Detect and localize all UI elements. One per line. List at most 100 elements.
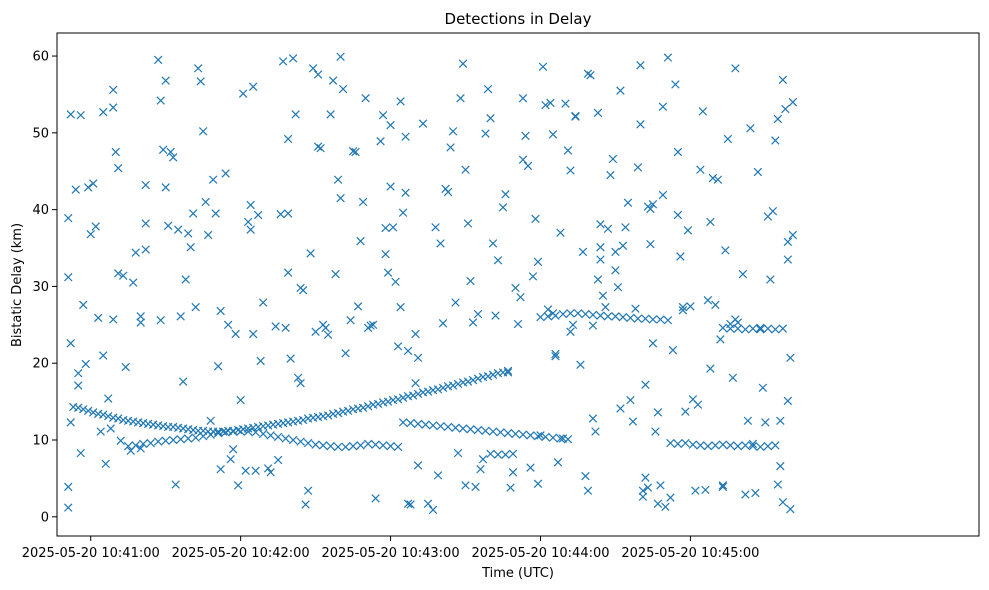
data-point-x-marker bbox=[353, 302, 363, 311]
data-point-x-marker bbox=[731, 64, 740, 73]
data-point-x-marker bbox=[108, 315, 118, 324]
data-point-x-marker bbox=[558, 434, 568, 443]
data-point-x-marker bbox=[771, 325, 780, 334]
data-point-x-marker bbox=[488, 427, 498, 436]
data-point-x-marker bbox=[198, 127, 208, 136]
y-tick-label: 40 bbox=[32, 203, 49, 218]
data-point-x-marker bbox=[176, 312, 185, 321]
data-point-x-marker bbox=[411, 378, 420, 388]
data-point-x-marker bbox=[461, 481, 470, 490]
data-point-x-marker bbox=[84, 183, 93, 192]
data-point-x-marker bbox=[186, 243, 195, 252]
data-point-x-marker bbox=[548, 433, 558, 442]
data-point-x-marker bbox=[696, 441, 705, 450]
data-point-x-marker bbox=[363, 439, 373, 449]
data-point-x-marker bbox=[423, 387, 433, 396]
data-point-x-marker bbox=[678, 306, 688, 315]
data-point-x-marker bbox=[543, 305, 553, 314]
data-point-x-marker bbox=[778, 324, 788, 333]
data-point-x-marker bbox=[663, 53, 673, 62]
data-point-x-marker bbox=[518, 430, 528, 439]
data-point-x-marker bbox=[666, 493, 675, 502]
data-point-x-marker bbox=[726, 441, 735, 450]
data-point-x-marker bbox=[376, 137, 385, 146]
data-point-x-marker bbox=[551, 352, 560, 361]
data-point-x-marker bbox=[228, 427, 238, 436]
data-point-x-marker bbox=[473, 374, 483, 383]
data-point-x-marker bbox=[611, 247, 620, 257]
data-point-x-marker bbox=[778, 75, 788, 85]
data-point-x-marker bbox=[548, 130, 558, 139]
data-point-x-marker bbox=[733, 318, 743, 327]
data-point-x-marker bbox=[396, 97, 405, 106]
data-point-x-marker bbox=[501, 190, 510, 199]
data-point-x-marker bbox=[336, 52, 345, 62]
data-point-x-marker bbox=[413, 389, 423, 399]
data-point-x-marker bbox=[493, 450, 503, 459]
data-point-x-marker bbox=[568, 320, 578, 330]
data-point-x-marker bbox=[716, 335, 725, 344]
data-point-x-marker bbox=[581, 309, 590, 319]
data-point-x-marker bbox=[258, 298, 268, 307]
data-point-x-marker bbox=[341, 349, 350, 358]
data-point-x-marker bbox=[366, 321, 375, 330]
data-point-x-marker bbox=[526, 463, 535, 472]
data-point-x-marker bbox=[413, 461, 423, 470]
data-point-x-marker bbox=[161, 183, 170, 192]
data-point-x-marker bbox=[213, 362, 223, 371]
data-point-x-marker bbox=[153, 437, 163, 446]
data-point-x-marker bbox=[208, 175, 218, 184]
data-point-x-marker bbox=[66, 418, 75, 427]
data-point-x-marker bbox=[386, 120, 395, 130]
data-point-x-marker bbox=[536, 431, 545, 440]
data-point-x-marker bbox=[113, 269, 123, 278]
data-point-x-marker bbox=[433, 471, 443, 480]
data-point-x-marker bbox=[783, 396, 793, 406]
data-point-x-marker bbox=[641, 473, 650, 482]
data-point-x-marker bbox=[566, 309, 575, 318]
data-point-x-marker bbox=[243, 427, 253, 436]
data-point-x-marker bbox=[166, 147, 175, 157]
data-point-x-marker bbox=[183, 434, 193, 443]
data-point-x-marker bbox=[628, 417, 638, 426]
data-point-x-marker bbox=[241, 466, 250, 475]
data-point-x-marker bbox=[333, 408, 343, 418]
data-point-x-marker bbox=[231, 329, 240, 339]
data-point-x-marker bbox=[333, 175, 343, 184]
data-point-x-marker bbox=[206, 416, 215, 426]
data-point-x-marker bbox=[783, 237, 793, 247]
data-point-x-marker bbox=[303, 438, 313, 448]
data-point-x-marker bbox=[108, 85, 118, 95]
data-point-x-marker bbox=[751, 488, 760, 498]
data-point-x-marker bbox=[428, 505, 438, 515]
data-point-x-marker bbox=[383, 397, 393, 406]
data-point-x-marker bbox=[496, 428, 505, 437]
data-point-x-marker bbox=[458, 59, 468, 68]
data-point-x-marker bbox=[638, 492, 648, 502]
data-point-x-marker bbox=[273, 455, 283, 465]
data-point-x-marker bbox=[698, 107, 708, 116]
data-point-x-marker bbox=[518, 155, 528, 164]
data-point-x-marker bbox=[596, 243, 605, 252]
data-point-x-marker bbox=[393, 395, 403, 404]
data-point-x-marker bbox=[516, 292, 525, 302]
data-point-x-marker bbox=[303, 486, 313, 495]
data-point-x-marker bbox=[191, 302, 200, 312]
x-tick-label: 2025-05-20 10:45:00 bbox=[621, 546, 759, 561]
data-point-x-marker bbox=[76, 448, 85, 458]
data-point-x-marker bbox=[456, 94, 465, 103]
data-point-x-marker bbox=[393, 442, 403, 452]
data-point-x-marker bbox=[453, 448, 463, 458]
data-point-x-marker bbox=[438, 383, 448, 393]
data-point-x-marker bbox=[648, 200, 658, 209]
data-point-x-marker bbox=[141, 245, 150, 254]
data-point-x-marker bbox=[486, 114, 495, 123]
data-point-x-marker bbox=[533, 431, 543, 441]
data-point-x-marker bbox=[216, 464, 225, 474]
data-point-x-marker bbox=[66, 339, 75, 348]
data-point-x-marker bbox=[128, 278, 138, 287]
data-point-x-marker bbox=[756, 442, 765, 452]
data-point-x-marker bbox=[371, 494, 380, 503]
data-point-x-marker bbox=[313, 70, 323, 79]
data-point-x-marker bbox=[248, 82, 258, 91]
